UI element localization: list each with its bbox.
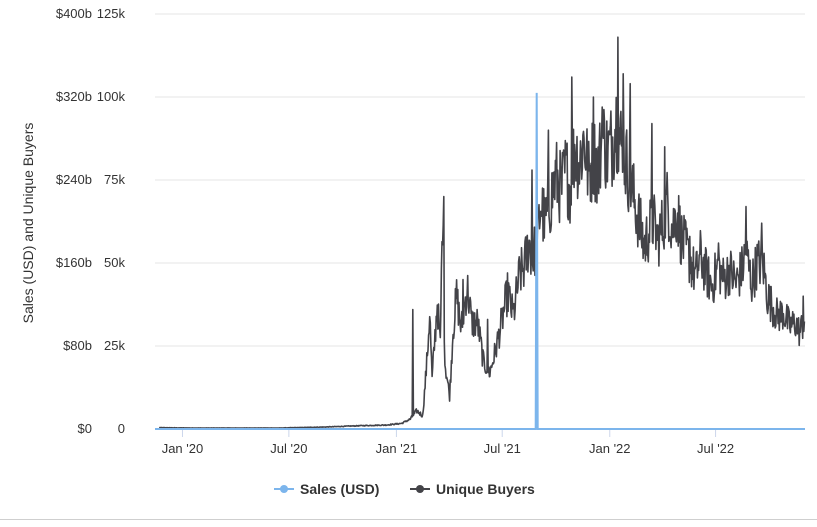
- y-right-tick-label: 0: [118, 421, 125, 436]
- series-layer: [155, 36, 806, 430]
- y-right-tick-label: 100k: [97, 89, 126, 104]
- legend-label: Sales (USD): [300, 481, 379, 497]
- y-right-tick-label: 125k: [97, 6, 126, 21]
- unique-buyers-line: [158, 36, 806, 429]
- x-tick-label: Jul '22: [697, 441, 734, 456]
- y-left-tick-labels: $0 $80b $160b $240b $320b $400b: [56, 6, 92, 436]
- y-axis-title: Sales (USD) and Unique Buyers: [20, 123, 36, 324]
- x-tick-label: Jul '20: [270, 441, 307, 456]
- legend-marker: [416, 485, 424, 493]
- bottom-divider: [0, 519, 817, 520]
- legend-item[interactable]: Unique Buyers: [410, 481, 535, 497]
- x-tick-label: Jan '21: [376, 441, 418, 456]
- legend[interactable]: Sales (USD) Unique Buyers: [274, 481, 535, 497]
- x-tick-labels: Jan '20 Jul '20 Jan '21 Jul '21 Jan '22 Jul '…: [162, 429, 734, 456]
- y-right-tick-labels: 0 25k 50k 75k 100k 125k: [97, 6, 126, 436]
- y-left-tick-label: $0: [78, 421, 92, 436]
- y-right-tick-label: 50k: [104, 255, 125, 270]
- y-left-tick-label: $160b: [56, 255, 92, 270]
- x-tick-label: Jul '21: [484, 441, 521, 456]
- y-left-tick-label: $320b: [56, 89, 92, 104]
- x-tick-label: Jan '20: [162, 441, 204, 456]
- legend-label: Unique Buyers: [436, 481, 535, 497]
- y-right-tick-label: 25k: [104, 338, 125, 353]
- y-right-tick-label: 75k: [104, 172, 125, 187]
- y-left-tick-label: $80b: [63, 338, 92, 353]
- y-left-tick-label: $400b: [56, 6, 92, 21]
- sales-usd-line: [155, 92, 805, 430]
- x-tick-label: Jan '22: [589, 441, 631, 456]
- y-left-tick-label: $240b: [56, 172, 92, 187]
- legend-marker: [280, 485, 288, 493]
- legend-item[interactable]: Sales (USD): [274, 481, 379, 497]
- grid-lines: [155, 13, 805, 430]
